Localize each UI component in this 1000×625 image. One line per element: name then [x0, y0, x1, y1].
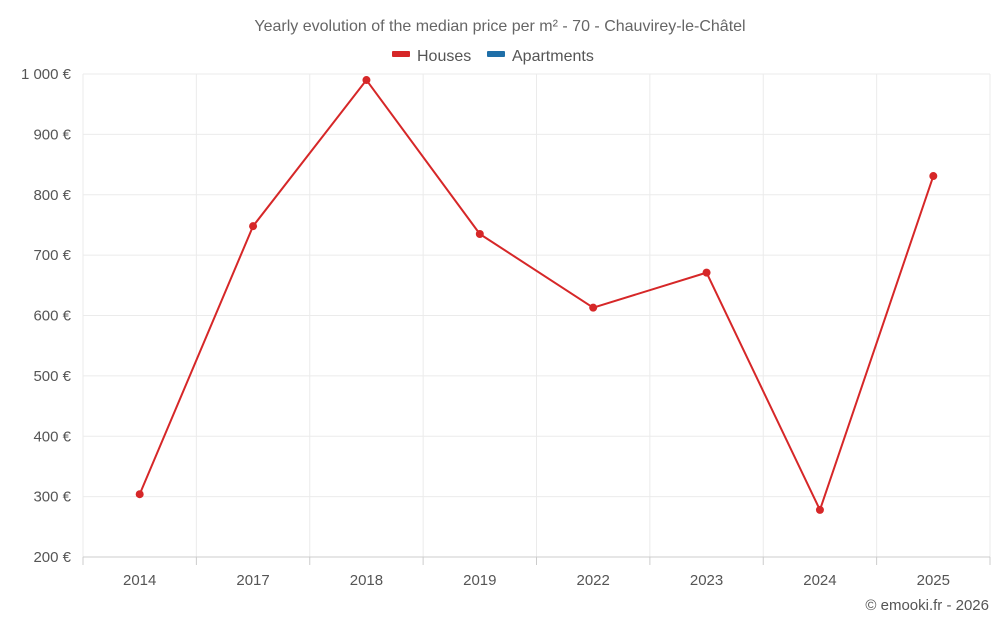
x-axis-ticks: 2014 2017 2018 2019 2022 2023 2024 2025 — [82, 556, 991, 589]
y-tick-label: 1 000 € — [21, 66, 72, 83]
data-point-houses-2014[interactable] — [135, 490, 144, 499]
x-tick-label: 2018 — [350, 572, 383, 589]
data-point-houses-2019[interactable] — [475, 229, 484, 238]
data-point-houses-2022[interactable] — [589, 303, 598, 312]
y-axis-ticks: 200 € 300 € 400 € 500 € 600 € 700 € 800 € 900 €… — [21, 66, 72, 566]
x-tick-label: 2025 — [917, 572, 950, 589]
data-point-houses-2024[interactable] — [815, 505, 824, 514]
y-tick-label: 200 € — [33, 549, 71, 566]
data-point-houses-2018[interactable] — [362, 76, 371, 85]
chart-title: Yearly evolution of the median price per… — [254, 18, 745, 35]
x-tick-label: 2017 — [236, 572, 269, 589]
data-point-houses-2025[interactable] — [929, 172, 938, 181]
legend-label-houses: Houses — [417, 48, 471, 65]
y-tick-label: 700 € — [33, 247, 71, 264]
x-tick-label: 2014 — [123, 572, 156, 589]
legend-swatch-houses — [392, 51, 410, 57]
series-line-houses — [138, 79, 935, 511]
legend-item-houses[interactable]: Houses — [392, 48, 471, 65]
y-tick-label: 400 € — [33, 428, 71, 445]
y-tick-label: 500 € — [33, 368, 71, 385]
x-tick-label: 2022 — [577, 572, 610, 589]
data-point-houses-2023[interactable] — [702, 268, 711, 277]
y-tick-label: 300 € — [33, 489, 71, 506]
y-tick-label: 900 € — [33, 126, 71, 143]
legend-item-apartments[interactable]: Apartments — [487, 48, 594, 65]
x-tick-label: 2024 — [803, 572, 836, 589]
y-tick-label: 600 € — [33, 308, 71, 325]
legend-label-apartments: Apartments — [512, 48, 594, 65]
grid — [82, 73, 991, 558]
y-tick-label: 800 € — [33, 187, 71, 204]
legend-swatch-apartments — [487, 51, 505, 57]
data-point-houses-2017[interactable] — [249, 222, 258, 231]
x-tick-label: 2023 — [690, 572, 723, 589]
plot-area — [135, 76, 938, 514]
x-tick-label: 2019 — [463, 572, 496, 589]
legend: Houses Apartments — [392, 48, 594, 65]
credit-text: © emooki.fr - 2026 — [865, 597, 989, 614]
